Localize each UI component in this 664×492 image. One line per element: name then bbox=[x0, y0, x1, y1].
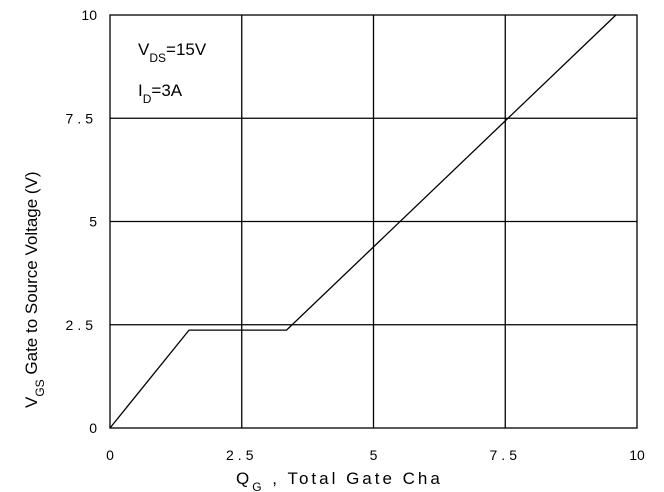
y-tick-label: 5 bbox=[89, 214, 97, 230]
annotation-id: ID=3A bbox=[138, 81, 183, 106]
grid-lines bbox=[110, 15, 637, 428]
y-axis-label: VGS Gate to Source Voltage (V) bbox=[22, 171, 47, 408]
plot-frame bbox=[109, 14, 638, 429]
x-axis-label: QG , Total Gate Cha bbox=[236, 469, 443, 492]
y-tick-label: 2.5 bbox=[66, 317, 97, 333]
x-tick-label: 7.5 bbox=[490, 447, 521, 463]
series-group bbox=[109, 14, 617, 429]
y-tick-label: 7.5 bbox=[66, 110, 97, 126]
x-tick-label: 0 bbox=[106, 447, 114, 463]
x-tick-label: 5 bbox=[370, 447, 378, 463]
x-tick-label: 10 bbox=[629, 447, 645, 463]
gate-charge-line bbox=[109, 14, 617, 429]
tick-labels: 0 2.5 5 7.5 10 0 2.5 5 7.5 10 bbox=[66, 7, 645, 463]
annotation-vds: VDS=15V bbox=[138, 40, 207, 65]
x-tick-label: 2.5 bbox=[226, 447, 257, 463]
y-tick-label: 0 bbox=[89, 420, 97, 436]
y-tick-label: 10 bbox=[81, 7, 97, 23]
